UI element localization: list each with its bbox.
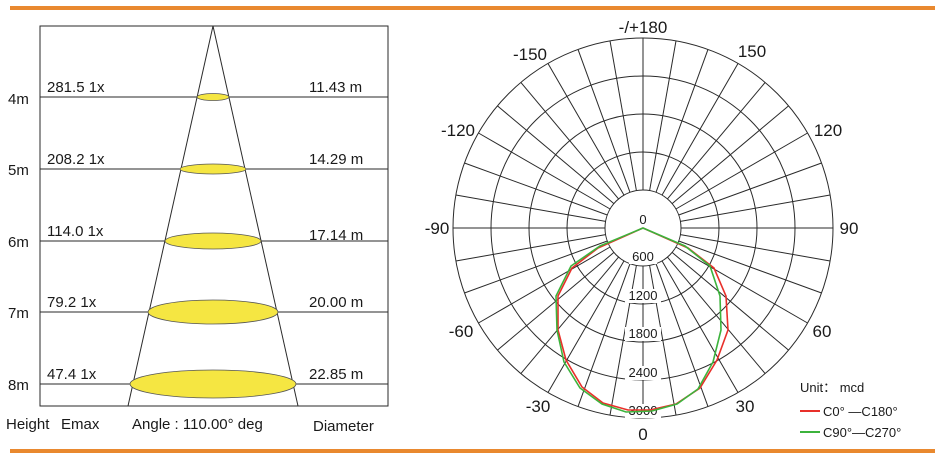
polar-spoke [655,49,709,193]
polar-spoke [609,40,637,191]
diameter-label-4m: 11.43 m [309,79,362,96]
polar-spoke [478,246,611,324]
top-accent-rule [10,6,935,10]
polar-spoke [661,63,739,196]
radial-label-600: 600 [632,249,654,264]
angle-label-150: 150 [738,42,766,61]
polar-spoke [649,40,677,191]
polar-spoke [464,240,608,294]
emax-label-4m: 281.5 1x [47,79,105,96]
beam-cone-right-edge [212,25,299,407]
beam-cone-left-edge [127,25,214,407]
angle-label-neg60: -60 [449,322,474,341]
polar-spoke [577,49,631,193]
curve-c0-c180 [557,227,729,411]
angle-label-90: 90 [840,219,859,238]
diameter-label-6m: 17.14 m [309,227,363,244]
light-spot-4m [196,93,230,101]
bottom-accent-rule [10,449,935,453]
height-label-6m: 6m [8,234,29,251]
angle-label-0: 0 [638,425,647,444]
angle-label-neg150: -150 [513,45,547,64]
height-label-4m: 4m [8,91,29,108]
legend-label-c90: C90°—C270° [823,425,901,440]
height-label-8m: 8m [8,377,29,394]
unit-label: Unit： mcd [800,380,864,395]
polar-spoke [455,194,606,222]
legend-label-c0: C0° —C180° [823,404,898,419]
emax-label-8m: 47.4 1x [47,366,97,383]
polar-spoke [667,82,766,200]
angle-label-120: 120 [814,121,842,140]
polar-spoke [520,256,619,374]
curve-c90-c270 [555,227,722,413]
height-label-7m: 7m [8,305,29,322]
polar-spoke [680,194,831,222]
polar-spoke [464,162,608,216]
angle-label-neg30: -30 [526,397,551,416]
polar-spoke [455,234,606,262]
light-spot-8m [129,369,297,399]
footer-diameter-label: Diameter [313,418,374,435]
light-spot-5m [179,163,247,175]
polar-spoke [671,252,789,351]
radial-label-1800: 1800 [629,326,658,341]
height-label-5m: 5m [8,162,29,179]
polar-spoke [680,234,831,262]
polar-spoke [661,260,739,393]
polar-spoke [678,162,822,216]
polar-spoke [675,132,808,210]
footer-angle-label: Angle : 110.00° deg [132,416,263,433]
angle-label-neg120: -120 [441,121,475,140]
beam-diagram: 4m 281.5 1x 11.43 m 5m 208.2 1x 14.29 m … [6,25,389,435]
polar-spoke [478,132,611,210]
emax-label-5m: 208.2 1x [47,151,105,168]
polar-spoke [678,240,822,294]
polar-spoke [547,63,625,196]
diameter-label-5m: 14.29 m [309,151,363,168]
polar-spoke [577,263,631,407]
radial-label-1200: 1200 [629,288,658,303]
beam-frame [39,25,389,407]
polar-spoke [667,256,766,374]
footer-height-label: Height [6,416,50,433]
polar-spoke [655,263,709,407]
diameter-label-8m: 22.85 m [309,366,363,383]
emax-label-6m: 114.0 1x [47,223,104,240]
radial-label-0: 0 [639,212,646,227]
angle-label-180: -/+180 [619,18,668,37]
polar-spoke [675,246,808,324]
angle-label-60: 60 [813,322,832,341]
polar-spoke [671,105,789,204]
light-spot-6m [164,232,262,250]
footer-emax-label: Emax [61,416,100,433]
polar-spoke [547,260,625,393]
radial-labels: 0 600 1200 1800 2400 3000 [625,212,661,418]
polar-spoke [497,105,615,204]
diameter-label-7m: 20.00 m [309,294,363,311]
polar-spoke [520,82,619,200]
radial-label-2400: 2400 [629,365,658,380]
angle-label-30: 30 [736,397,755,416]
polar-diagram: 0 600 1200 1800 2400 3000 -/+180 -150 15… [425,18,902,444]
angle-label-neg90: -90 [425,219,450,238]
light-spot-7m [147,299,279,325]
emax-label-7m: 79.2 1x [47,294,97,311]
